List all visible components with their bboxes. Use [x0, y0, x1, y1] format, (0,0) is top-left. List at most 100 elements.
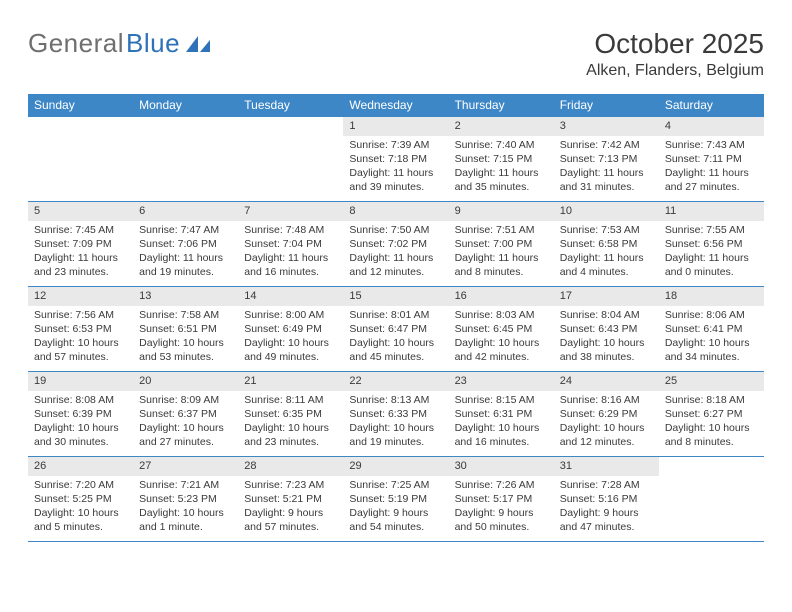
daylight-line: Daylight: 11 hours and 31 minutes. [560, 166, 653, 194]
day-number: 13 [133, 287, 238, 306]
sunset-line: Sunset: 7:11 PM [665, 152, 758, 166]
weekday-header: Wednesday [343, 94, 448, 117]
sunrise-line: Sunrise: 7:47 AM [139, 223, 232, 237]
calendar-cell: 2 Sunrise: 7:40 AMSunset: 7:15 PMDaylight… [449, 117, 554, 202]
day-body: Sunrise: 8:13 AMSunset: 6:33 PMDaylight:… [343, 391, 448, 454]
calendar-cell: 16Sunrise: 8:03 AMSunset: 6:45 PMDayligh… [449, 287, 554, 372]
calendar-cell: 22Sunrise: 8:13 AMSunset: 6:33 PMDayligh… [343, 372, 448, 457]
day-body: Sunrise: 8:09 AMSunset: 6:37 PMDaylight:… [133, 391, 238, 454]
day-number: 15 [343, 287, 448, 306]
day-number: 5 [28, 202, 133, 221]
day-body: Sunrise: 7:28 AMSunset: 5:16 PMDaylight:… [554, 476, 659, 539]
calendar-table: Sunday Monday Tuesday Wednesday Thursday… [28, 94, 764, 542]
day-body: Sunrise: 7:55 AMSunset: 6:56 PMDaylight:… [659, 221, 764, 284]
sunset-line: Sunset: 7:00 PM [455, 237, 548, 251]
sunset-line: Sunset: 6:51 PM [139, 322, 232, 336]
sunrise-line: Sunrise: 7:58 AM [139, 308, 232, 322]
sunset-line: Sunset: 6:43 PM [560, 322, 653, 336]
calendar-cell: 26Sunrise: 7:20 AMSunset: 5:25 PMDayligh… [28, 457, 133, 542]
sunrise-line: Sunrise: 8:09 AM [139, 393, 232, 407]
header: GeneralBlue October 2025 Alken, Flanders… [28, 28, 764, 80]
weekday-header: Friday [554, 94, 659, 117]
sunrise-line: Sunrise: 7:43 AM [665, 138, 758, 152]
daylight-line: Daylight: 11 hours and 4 minutes. [560, 251, 653, 279]
daylight-line: Daylight: 10 hours and 45 minutes. [349, 336, 442, 364]
calendar-cell: 29Sunrise: 7:25 AMSunset: 5:19 PMDayligh… [343, 457, 448, 542]
day-number: 27 [133, 457, 238, 476]
sunset-line: Sunset: 6:37 PM [139, 407, 232, 421]
sunrise-line: Sunrise: 8:03 AM [455, 308, 548, 322]
daylight-line: Daylight: 11 hours and 35 minutes. [455, 166, 548, 194]
day-number: 31 [554, 457, 659, 476]
calendar-cell [659, 457, 764, 542]
calendar-cell: 25Sunrise: 8:18 AMSunset: 6:27 PMDayligh… [659, 372, 764, 457]
daylight-line: Daylight: 10 hours and 12 minutes. [560, 421, 653, 449]
calendar-cell: 8Sunrise: 7:50 AMSunset: 7:02 PMDaylight… [343, 202, 448, 287]
daylight-line: Daylight: 11 hours and 0 minutes. [665, 251, 758, 279]
daylight-line: Daylight: 10 hours and 30 minutes. [34, 421, 127, 449]
day-body: Sunrise: 7:45 AMSunset: 7:09 PMDaylight:… [28, 221, 133, 284]
logo: GeneralBlue [28, 28, 212, 59]
sunrise-line: Sunrise: 8:11 AM [244, 393, 337, 407]
day-body: Sunrise: 7:20 AMSunset: 5:25 PMDaylight:… [28, 476, 133, 539]
day-number: 2 [449, 117, 554, 136]
calendar-week-row: 26Sunrise: 7:20 AMSunset: 5:25 PMDayligh… [28, 457, 764, 542]
day-number: 12 [28, 287, 133, 306]
calendar-cell: 31Sunrise: 7:28 AMSunset: 5:16 PMDayligh… [554, 457, 659, 542]
daylight-line: Daylight: 10 hours and 8 minutes. [665, 421, 758, 449]
sunset-line: Sunset: 6:53 PM [34, 322, 127, 336]
sunset-line: Sunset: 6:27 PM [665, 407, 758, 421]
calendar-cell: 12Sunrise: 7:56 AMSunset: 6:53 PMDayligh… [28, 287, 133, 372]
day-body: Sunrise: 7:48 AMSunset: 7:04 PMDaylight:… [238, 221, 343, 284]
sunset-line: Sunset: 6:49 PM [244, 322, 337, 336]
sunrise-line: Sunrise: 8:13 AM [349, 393, 442, 407]
day-body: Sunrise: 7:25 AMSunset: 5:19 PMDaylight:… [343, 476, 448, 539]
day-body: Sunrise: 8:04 AMSunset: 6:43 PMDaylight:… [554, 306, 659, 369]
sunrise-line: Sunrise: 7:45 AM [34, 223, 127, 237]
weekday-header: Tuesday [238, 94, 343, 117]
calendar-cell: 27Sunrise: 7:21 AMSunset: 5:23 PMDayligh… [133, 457, 238, 542]
calendar-cell [133, 117, 238, 202]
daylight-line: Daylight: 10 hours and 27 minutes. [139, 421, 232, 449]
sunset-line: Sunset: 6:45 PM [455, 322, 548, 336]
day-body: Sunrise: 8:06 AMSunset: 6:41 PMDaylight:… [659, 306, 764, 369]
sunrise-line: Sunrise: 8:04 AM [560, 308, 653, 322]
day-number: 16 [449, 287, 554, 306]
sunrise-line: Sunrise: 8:18 AM [665, 393, 758, 407]
day-number: 20 [133, 372, 238, 391]
day-body: Sunrise: 8:03 AMSunset: 6:45 PMDaylight:… [449, 306, 554, 369]
day-number: 1 [343, 117, 448, 136]
daylight-line: Daylight: 11 hours and 23 minutes. [34, 251, 127, 279]
calendar-cell: 21Sunrise: 8:11 AMSunset: 6:35 PMDayligh… [238, 372, 343, 457]
calendar-cell: 7Sunrise: 7:48 AMSunset: 7:04 PMDaylight… [238, 202, 343, 287]
sunset-line: Sunset: 7:18 PM [349, 152, 442, 166]
sunrise-line: Sunrise: 7:40 AM [455, 138, 548, 152]
day-number: 23 [449, 372, 554, 391]
sunset-line: Sunset: 7:06 PM [139, 237, 232, 251]
title-block: October 2025 Alken, Flanders, Belgium [586, 28, 764, 80]
daylight-line: Daylight: 10 hours and 5 minutes. [34, 506, 127, 534]
day-body: Sunrise: 7:47 AMSunset: 7:06 PMDaylight:… [133, 221, 238, 284]
calendar-cell: 15Sunrise: 8:01 AMSunset: 6:47 PMDayligh… [343, 287, 448, 372]
sunset-line: Sunset: 7:02 PM [349, 237, 442, 251]
sunrise-line: Sunrise: 7:23 AM [244, 478, 337, 492]
calendar-cell: 13Sunrise: 7:58 AMSunset: 6:51 PMDayligh… [133, 287, 238, 372]
daylight-line: Daylight: 10 hours and 49 minutes. [244, 336, 337, 364]
sunset-line: Sunset: 7:15 PM [455, 152, 548, 166]
calendar-week-row: 5Sunrise: 7:45 AMSunset: 7:09 PMDaylight… [28, 202, 764, 287]
calendar-cell: 11Sunrise: 7:55 AMSunset: 6:56 PMDayligh… [659, 202, 764, 287]
calendar-cell: 23Sunrise: 8:15 AMSunset: 6:31 PMDayligh… [449, 372, 554, 457]
logo-text-blue: Blue [126, 28, 180, 59]
calendar-week-row: 19Sunrise: 8:08 AMSunset: 6:39 PMDayligh… [28, 372, 764, 457]
calendar-cell: 30Sunrise: 7:26 AMSunset: 5:17 PMDayligh… [449, 457, 554, 542]
calendar-cell: 18Sunrise: 8:06 AMSunset: 6:41 PMDayligh… [659, 287, 764, 372]
sunset-line: Sunset: 6:35 PM [244, 407, 337, 421]
sunset-line: Sunset: 6:33 PM [349, 407, 442, 421]
calendar-week-row: 12Sunrise: 7:56 AMSunset: 6:53 PMDayligh… [28, 287, 764, 372]
sunrise-line: Sunrise: 8:16 AM [560, 393, 653, 407]
day-body: Sunrise: 7:43 AMSunset: 7:11 PMDaylight:… [659, 136, 764, 199]
sunset-line: Sunset: 6:29 PM [560, 407, 653, 421]
sunset-line: Sunset: 6:31 PM [455, 407, 548, 421]
day-number: 7 [238, 202, 343, 221]
day-number: 10 [554, 202, 659, 221]
